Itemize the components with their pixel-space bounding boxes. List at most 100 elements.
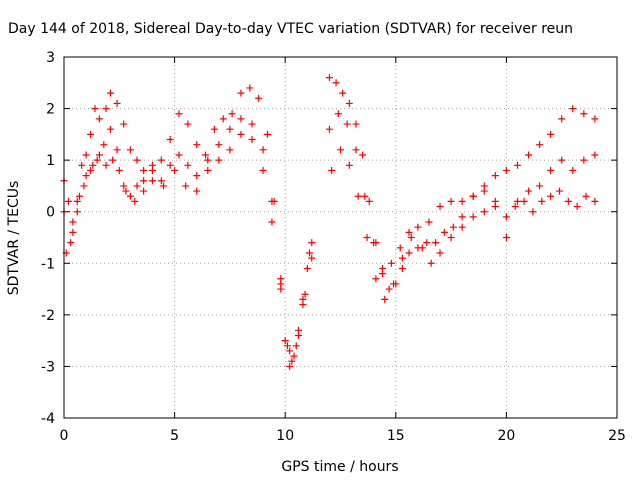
data-point: [440, 228, 448, 236]
data-point: [447, 197, 455, 205]
data-point: [82, 151, 90, 159]
data-point: [502, 234, 510, 241]
data-point: [536, 182, 544, 190]
data-point: [303, 264, 311, 272]
data-point: [423, 239, 431, 247]
data-point: [69, 228, 77, 236]
data-point: [226, 146, 234, 154]
data-point: [414, 223, 422, 231]
data-point: [458, 223, 466, 231]
data-point: [301, 290, 309, 298]
y-axis-label: SDTVAR / TECUs: [6, 181, 22, 296]
data-point: [277, 285, 285, 293]
data-point: [547, 130, 555, 138]
data-point: [106, 89, 114, 97]
data-point: [385, 285, 393, 293]
data-point: [210, 125, 218, 133]
data-point: [547, 192, 555, 200]
data-point: [573, 203, 581, 211]
data-point: [78, 161, 86, 169]
data-point: [480, 187, 488, 195]
y-tick-label: 3: [46, 50, 55, 66]
data-point: [361, 192, 369, 200]
data-point: [255, 94, 263, 102]
data-point: [591, 197, 599, 205]
data-point: [87, 166, 95, 174]
data-point: [286, 362, 294, 370]
data-point: [558, 156, 566, 164]
data-point: [184, 161, 192, 169]
data-point: [64, 197, 72, 205]
axis-ticks: 0 5 10 15 20 25 -4 -3 -2 -1 0 1 2 3: [41, 50, 626, 444]
data-point: [219, 115, 227, 123]
data-point: [491, 203, 499, 211]
data-point: [449, 223, 457, 231]
data-point: [332, 79, 340, 87]
data-point: [182, 182, 190, 190]
data-point: [131, 197, 139, 205]
data-point: [525, 151, 533, 159]
y-tick-label: -3: [41, 359, 55, 375]
data-point: [469, 192, 477, 200]
data-point: [405, 249, 413, 257]
data-point: [193, 172, 201, 180]
data-point: [564, 197, 572, 205]
data-point: [95, 151, 103, 159]
data-point: [529, 208, 537, 216]
data-point: [204, 156, 212, 164]
data-point: [299, 301, 307, 309]
data-point: [184, 120, 192, 128]
data-point: [580, 156, 588, 164]
data-point: [290, 352, 298, 360]
data-point: [359, 151, 367, 159]
data-point: [352, 120, 360, 128]
data-point: [525, 187, 533, 195]
y-tick-label: -1: [41, 256, 55, 272]
data-point: [569, 166, 577, 174]
data-point: [91, 105, 99, 113]
data-point: [126, 192, 134, 200]
data-point: [436, 249, 444, 257]
data-point: [480, 208, 488, 216]
data-point: [418, 244, 426, 252]
data-point: [558, 115, 566, 123]
data-point: [204, 166, 212, 174]
grid: [64, 57, 617, 418]
data-point: [334, 110, 342, 118]
data-point: [288, 357, 296, 365]
data-point: [259, 146, 267, 154]
x-tick-label: 15: [387, 428, 405, 444]
data-point: [82, 172, 90, 180]
series-track-f: [328, 146, 599, 303]
data-point: [248, 136, 256, 144]
data-point: [140, 187, 148, 195]
data-point: [491, 172, 499, 180]
data-point: [447, 234, 455, 241]
data-point: [73, 208, 81, 216]
data-point: [237, 115, 245, 123]
data-point: [148, 177, 156, 185]
x-tick-label: 5: [170, 428, 179, 444]
data-point: [102, 161, 110, 169]
data-point: [175, 151, 183, 159]
data-point: [343, 120, 351, 128]
chart-title: Day 144 of 2018, Sidereal Day-to-day VTE…: [8, 21, 573, 37]
data-point: [126, 146, 134, 154]
data-point: [140, 166, 148, 174]
data-point: [202, 151, 210, 159]
data-point: [93, 156, 101, 164]
data-point: [292, 342, 300, 350]
data-point: [458, 197, 466, 205]
data-point: [246, 84, 254, 92]
data-point: [237, 89, 245, 97]
data-point: [569, 105, 577, 113]
data-point: [268, 197, 276, 205]
data-point: [237, 130, 245, 138]
data-point: [345, 161, 353, 169]
data-point: [215, 141, 223, 149]
data-point: [398, 264, 406, 272]
x-tick-label: 25: [608, 428, 626, 444]
data-point: [69, 218, 77, 226]
series-track-b: [60, 115, 316, 365]
